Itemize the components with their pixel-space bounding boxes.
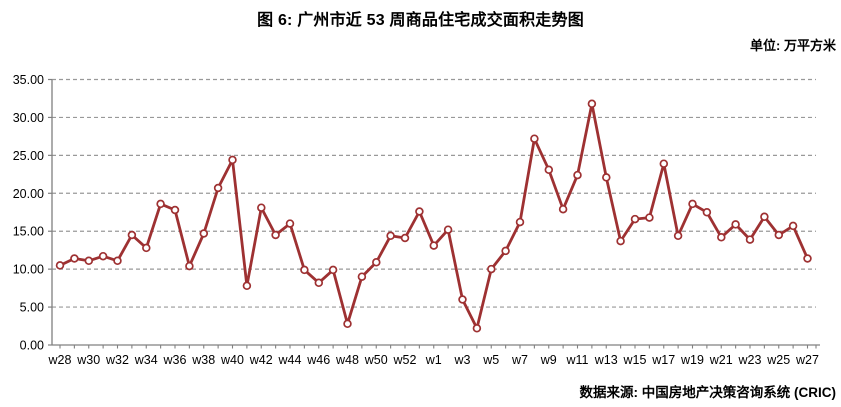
svg-text:w15: w15	[623, 353, 647, 367]
svg-text:w28: w28	[48, 353, 72, 367]
svg-text:w40: w40	[220, 353, 244, 367]
x-axis-ticks	[59, 345, 817, 349]
svg-text:10.00: 10.00	[13, 263, 44, 277]
svg-text:w21: w21	[709, 353, 733, 367]
y-axis-ticks	[48, 78, 52, 346]
svg-text:w36: w36	[163, 353, 187, 367]
svg-text:w23: w23	[738, 353, 762, 367]
svg-text:w1: w1	[425, 353, 442, 367]
y-axis-labels: 0.00 5.00 10.00 15.00 20.00 25.00 30.00 35.00	[13, 73, 44, 353]
svg-text:w7: w7	[511, 353, 528, 367]
unit-label: 单位: 万平方米	[750, 38, 836, 53]
svg-text:w48: w48	[335, 353, 359, 367]
svg-text:35.00: 35.00	[13, 73, 44, 87]
svg-text:5.00: 5.00	[20, 301, 44, 315]
svg-text:w52: w52	[393, 353, 417, 367]
svg-text:w30: w30	[76, 353, 100, 367]
svg-text:30.00: 30.00	[13, 111, 44, 125]
svg-text:w13: w13	[594, 353, 618, 367]
svg-text:w17: w17	[651, 353, 675, 367]
svg-text:20.00: 20.00	[13, 187, 44, 201]
svg-text:w50: w50	[364, 353, 388, 367]
svg-text:15.00: 15.00	[13, 225, 44, 239]
svg-text:w42: w42	[249, 353, 273, 367]
svg-text:w34: w34	[134, 353, 158, 367]
svg-text:w32: w32	[105, 353, 129, 367]
svg-text:w44: w44	[278, 353, 302, 367]
svg-text:w46: w46	[306, 353, 330, 367]
source-label: 数据来源: 中国房地产决策咨询系统 (CRIC)	[579, 385, 837, 400]
svg-text:w3: w3	[454, 353, 471, 367]
gridlines	[52, 78, 816, 308]
svg-text:w27: w27	[795, 353, 819, 367]
svg-text:w38: w38	[191, 353, 215, 367]
data-series-markers	[55, 99, 812, 333]
x-axis-labels: w28 w30 w32 w34 w36 w38 w40 w42 w44 w46 w48 w50 w52 w…	[48, 353, 819, 367]
svg-text:w9: w9	[540, 353, 557, 367]
svg-text:w19: w19	[680, 353, 704, 367]
data-series-line	[58, 102, 809, 330]
svg-text:w11: w11	[565, 353, 588, 367]
svg-text:w5: w5	[482, 353, 499, 367]
svg-text:25.00: 25.00	[13, 149, 44, 163]
chart-title: 图 6: 广州市近 53 周商品住宅成交面积走势图	[257, 12, 584, 29]
svg-text:0.00: 0.00	[20, 339, 44, 353]
svg-text:w25: w25	[766, 353, 790, 367]
